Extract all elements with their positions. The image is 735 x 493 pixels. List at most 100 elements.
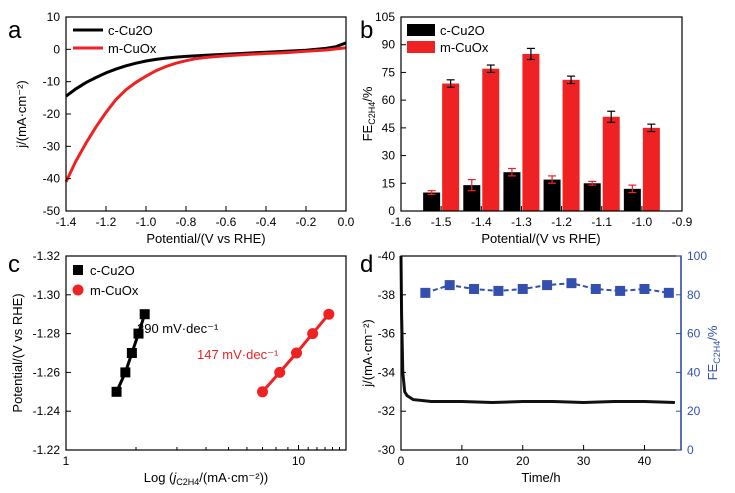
panel-a-ytick-label: -30 [43, 139, 61, 153]
panel-d-ylabel-right-unit: /% [705, 325, 720, 341]
panel-b-ylabel-sub: C2H4 [367, 102, 377, 125]
svg-text:FEC2H4/%: FEC2H4/% [360, 86, 377, 141]
panel-label-d: d [360, 251, 373, 278]
panel-b-frame [400, 16, 683, 212]
panel-c-point-c-cu2o [111, 386, 122, 397]
panel-b-ylabel-unit: /% [360, 86, 375, 102]
panel-d-ylabel-left: j/(mA·cm⁻²) [360, 319, 375, 388]
panel-b-ytick-label: 0 [388, 204, 395, 218]
panel-d-right-ytick-label: 60 [687, 327, 701, 341]
legend-swatch-m-cuox [407, 41, 435, 53]
panel-a-xtick-label: -0.2 [296, 215, 317, 229]
panel-b-xtick-label: -1.0 [632, 215, 653, 229]
panel-d-right-ytick-label: 100 [687, 249, 707, 263]
panel-d-xtick-label: 30 [577, 454, 591, 468]
panel-c-xtick-label: 1 [63, 454, 70, 468]
panel-c-ytick-label: -1.24 [33, 404, 61, 418]
panel-c-legend: c-Cu2O m-CuOx [72, 263, 139, 298]
panel-d: d 0 10 20 30 40-40-38-36-34-32-30 02040608010… [360, 249, 722, 485]
panel-b-bar-m-cuox [562, 79, 580, 211]
panel-d-left-ytick-label: -38 [378, 288, 396, 302]
panel-d-right-ytick-label: 80 [687, 288, 701, 302]
panel-c-ytick-label: -1.30 [33, 288, 61, 302]
panel-b-ytick-label: 30 [382, 149, 396, 163]
panel-c-xlabel-var: j [171, 470, 177, 485]
panel-b-bar-m-cuox [642, 127, 660, 211]
panel-d-point-fe [590, 283, 601, 294]
panel-d-xlabel: Time/h [521, 470, 560, 485]
panel-d-xtick-label: 10 [455, 454, 469, 468]
panel-c-point-m-cuox [257, 386, 269, 398]
legend-label-c-cu2o: c-Cu2O [440, 23, 485, 38]
panel-b-xtick-label: -1.3 [511, 215, 532, 229]
panel-a-ytick-label: 0 [53, 42, 60, 56]
panel-a-ytick-label: -10 [43, 75, 61, 89]
panel-b-ytick-label: 15 [382, 176, 396, 190]
panel-a-ytick-label: -40 [43, 172, 61, 186]
panel-a-ytick-label: -20 [43, 107, 61, 121]
panel-c-ytick-label: -1.28 [33, 327, 61, 341]
panel-label-c: c [8, 251, 20, 278]
panel-b: b -1.6 -1.5 -1.4 -1.3 -1.2 -1.1 -1.0 -0.9 0 15 30 4… [360, 10, 693, 246]
panel-b-ytick-label: 105 [375, 10, 395, 24]
panel-d-xtick-label: 40 [638, 454, 652, 468]
panel-c-ytick-label: -1.26 [33, 365, 61, 379]
panel-d-ylabel-right: FEC2H4/% [705, 325, 722, 380]
panel-b-ytick-label: 90 [382, 38, 396, 52]
panel-c-point-m-cuox [307, 328, 319, 340]
panel-c-xlabel-sub: C2H4 [176, 477, 199, 487]
panel-d-left-ytick-label: -36 [378, 327, 396, 341]
panel-d-point-fe [493, 285, 504, 296]
tafel-annotation-m-cuox: 147 mV·dec⁻¹ [197, 347, 279, 362]
panel-b-xtick-label: -1.2 [551, 215, 572, 229]
panel-d-left-ytick-label: -34 [378, 365, 396, 379]
panel-b-bar-c-cu2o [463, 185, 481, 211]
panel-c-ytick-label: -1.22 [33, 443, 61, 457]
panel-b-xlabel: Potential/(V vs RHE) [481, 231, 600, 246]
panel-d-right-ytick-label: 20 [687, 404, 701, 418]
panel-c-point-m-cuox [274, 366, 286, 378]
panel-d-ylabel-right-sub: C2H4 [712, 341, 722, 364]
panel-a-xtick-label: -0.8 [176, 215, 197, 229]
legend-label-m-cuox: m-CuOx [90, 283, 139, 298]
panel-d-right-ytick-label: 40 [687, 365, 701, 379]
panel-d-xtick-label: 0 [398, 454, 405, 468]
panel-a-xlabel: Potential/(V vs RHE) [146, 231, 265, 246]
panel-c-point-m-cuox [323, 308, 335, 320]
panel-d-point-fe [469, 283, 480, 294]
panel-a: a -1.4 -1.2 -1.0 -0.8 -0.6 -0.4 -0.2 0.0 10 0 -10 -… [8, 10, 355, 246]
panel-b-bar-c-cu2o [503, 172, 521, 211]
panel-a-ytick-label: -50 [43, 204, 61, 218]
panel-a-xtick-label: -1.4 [56, 215, 77, 229]
panel-a-legend: c-Cu2O m-CuOx [73, 23, 157, 56]
panel-b-xtick-label: -1.6 [391, 215, 412, 229]
panel-b-ytick-label: 45 [382, 121, 396, 135]
panel-d-point-fe [444, 280, 455, 291]
panel-a-series-line-m-cuox [64, 46, 347, 183]
legend-label-c-cu2o: c-Cu2O [108, 23, 153, 38]
panel-a-ytick-label: 10 [47, 10, 61, 24]
panel-b-ylabel-main: FE [360, 124, 375, 141]
panel-c-xlabel-prefix: Log ( [144, 470, 174, 485]
panel-c: c 1 10 -1.32 -1.30 -1.28 -1.26 -1.24 -1.22 Log … [8, 249, 347, 487]
legend-marker-m-cuox [72, 284, 84, 296]
panel-d-point-fe [639, 283, 650, 294]
panel-d-point-fe [663, 287, 674, 298]
panel-c-xlabel-suffix: /(mA·cm⁻²)) [199, 470, 268, 485]
panel-d-left-ytick-label: -40 [378, 249, 396, 263]
panel-c-xlabel: Log (jC2H4/(mA·cm⁻²)) [144, 470, 269, 487]
panel-b-xtick-label: -0.9 [672, 215, 693, 229]
panel-b-ytick-label: 75 [382, 65, 396, 79]
panel-c-ylabel: Potential/(V vs RHE) [10, 293, 25, 412]
panel-a-xtick-label: -0.6 [216, 215, 237, 229]
panel-b-bar-m-cuox [482, 68, 500, 211]
panel-a-xtick-label: -1.2 [96, 215, 117, 229]
panel-b-bar-c-cu2o [583, 183, 601, 211]
legend-label-c-cu2o: c-Cu2O [90, 263, 135, 278]
legend-marker-c-cu2o [73, 265, 83, 275]
panel-c-point-c-cu2o [133, 328, 144, 339]
panel-label-a: a [8, 17, 22, 44]
panel-b-bar-m-cuox [602, 116, 620, 211]
panel-d-ylabel-right-main: FE [705, 363, 720, 380]
legend-label-m-cuox: m-CuOx [440, 40, 489, 55]
